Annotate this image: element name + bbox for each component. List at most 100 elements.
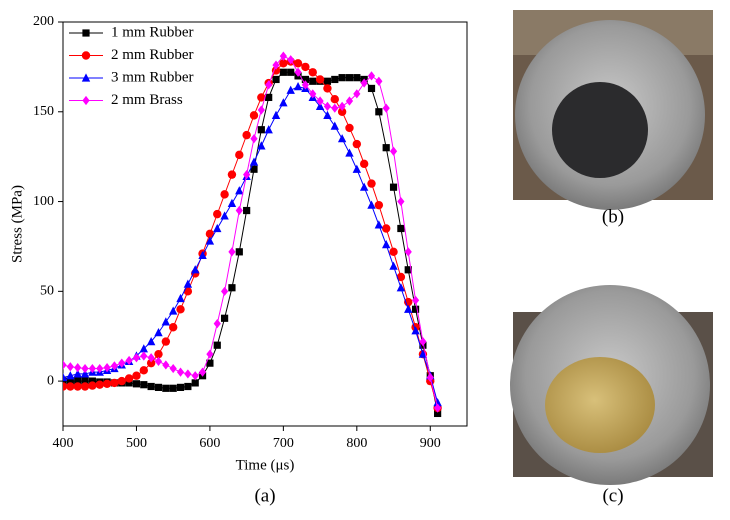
marker — [374, 220, 384, 229]
marker — [375, 108, 383, 116]
panel-label: (c) — [602, 485, 623, 506]
marker — [323, 101, 332, 111]
marker — [382, 240, 391, 249]
marker — [301, 75, 309, 84]
marker — [213, 223, 222, 233]
marker — [397, 196, 405, 207]
marker — [250, 165, 258, 173]
marker — [279, 59, 288, 68]
marker — [81, 363, 89, 374]
marker — [220, 211, 229, 220]
marker — [434, 409, 442, 418]
marker — [198, 250, 207, 260]
marker — [235, 186, 244, 195]
y-tick-label: 0 — [47, 373, 54, 388]
y-axis-label: Stress (MPa) — [9, 185, 25, 263]
x-tick-label: 700 — [273, 436, 294, 451]
marker — [162, 384, 170, 392]
marker — [257, 105, 265, 115]
panel-label: (b) — [602, 206, 624, 227]
marker — [95, 380, 104, 389]
marker — [102, 379, 112, 389]
marker — [176, 305, 185, 314]
marker — [66, 371, 75, 380]
photo-b — [513, 10, 713, 210]
marker — [81, 377, 89, 385]
marker — [257, 93, 266, 102]
marker — [118, 358, 126, 368]
marker — [287, 55, 295, 65]
marker — [411, 326, 420, 335]
marker — [176, 367, 185, 377]
marker — [331, 103, 339, 113]
marker — [352, 164, 362, 173]
marker — [411, 305, 420, 313]
marker — [433, 398, 442, 407]
marker — [169, 363, 177, 374]
y-tick-label: 50 — [40, 284, 54, 299]
marker — [80, 382, 90, 391]
marker — [176, 293, 185, 303]
marker — [367, 200, 376, 209]
marker — [81, 73, 91, 82]
marker — [147, 382, 155, 391]
marker — [308, 68, 317, 77]
marker — [161, 337, 171, 346]
x-tick-label: 500 — [126, 436, 147, 451]
marker — [103, 363, 111, 373]
marker — [132, 353, 141, 363]
marker — [323, 77, 332, 85]
marker — [330, 95, 339, 104]
marker — [235, 150, 244, 160]
marker — [243, 206, 251, 215]
marker — [206, 359, 214, 367]
legend-label: 2 mm Rubber — [111, 47, 194, 63]
marker — [265, 93, 273, 102]
marker — [205, 236, 215, 245]
marker — [139, 344, 148, 353]
marker — [110, 361, 119, 371]
marker — [345, 96, 354, 106]
marker — [63, 360, 67, 370]
marker — [257, 126, 265, 134]
marker — [169, 384, 177, 392]
marker — [345, 148, 354, 157]
marker — [272, 75, 280, 84]
marker — [140, 381, 148, 389]
marker — [338, 101, 346, 111]
marker — [80, 369, 90, 378]
marker — [146, 337, 156, 346]
marker — [418, 349, 428, 358]
marker — [146, 358, 156, 368]
marker — [382, 224, 391, 233]
marker — [213, 319, 221, 329]
marker — [124, 374, 134, 383]
marker — [396, 283, 406, 292]
marker — [397, 224, 405, 233]
marker — [227, 198, 237, 207]
marker — [389, 146, 398, 156]
marker — [396, 272, 406, 282]
marker — [147, 353, 155, 363]
marker — [353, 74, 361, 82]
marker — [73, 369, 82, 378]
marker — [345, 123, 354, 133]
marker — [154, 349, 163, 359]
marker — [88, 381, 97, 390]
marker — [125, 355, 133, 366]
marker — [367, 84, 376, 93]
marker — [206, 349, 214, 359]
marker — [213, 341, 221, 349]
marker — [66, 377, 74, 385]
marker — [271, 66, 281, 75]
marker — [360, 78, 368, 88]
y-tick-label: 150 — [33, 104, 54, 119]
marker — [82, 29, 90, 37]
marker — [337, 107, 347, 116]
marker — [272, 60, 280, 70]
marker — [220, 190, 229, 199]
marker — [382, 103, 390, 113]
marker — [140, 351, 148, 361]
